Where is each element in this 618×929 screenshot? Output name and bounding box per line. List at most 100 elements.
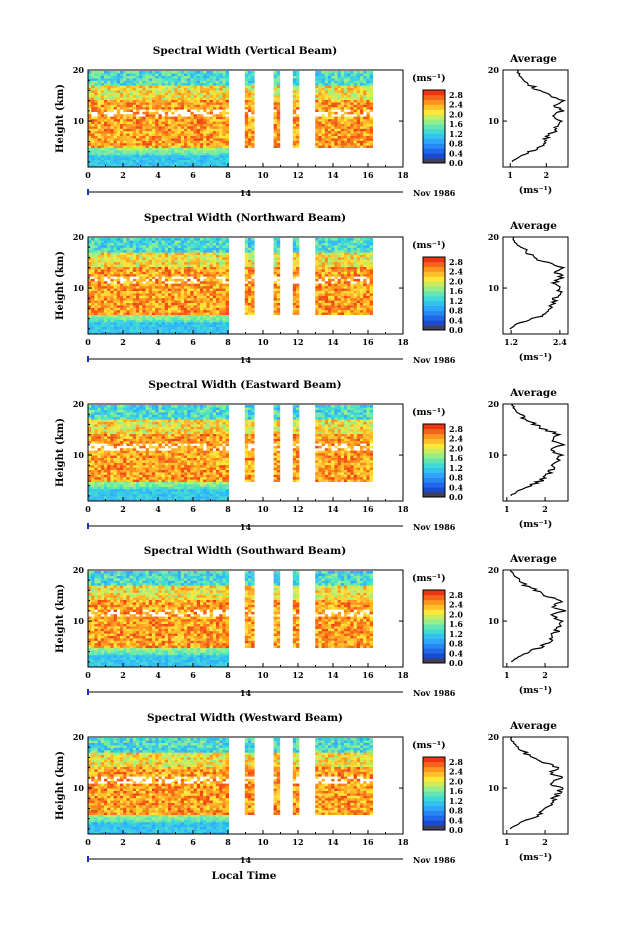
heatmap-cell [212,257,217,260]
heatmap-cell [347,276,351,279]
heatmap-cell [94,331,98,335]
heatmap-cell [321,283,325,287]
heatmap-cell [366,269,370,272]
heatmap-cell [209,293,213,296]
heatmap-cell [318,126,322,129]
heatmap-cell [353,126,357,129]
heatmap-cell [318,283,322,287]
heatmap-cell [222,305,226,308]
heatmap-cell [100,295,105,299]
heatmap-cell [107,252,111,255]
heatmap-cell [356,312,361,315]
heatmap-cell [152,250,156,253]
heatmap-cell [129,250,133,253]
heatmap-cell [353,274,357,277]
heatmap-cell [248,274,252,277]
heatmap-cell [248,135,252,139]
heatmap-cell [206,73,210,76]
heatmap-cell [331,126,335,129]
heatmap-cell [184,133,188,136]
heatmap-cell [91,164,95,168]
heatmap-cell [164,254,169,258]
heatmap-cell [123,276,127,279]
heatmap-cell [184,152,188,156]
heatmap-cell [104,85,108,88]
heatmap-cell [328,302,332,306]
heatmap-cell [94,310,98,313]
heatmap-cell [177,310,181,313]
heatmap-cell [94,281,98,284]
heatmap-cell [356,102,361,105]
heatmap-cell [190,329,194,332]
heatmap-cell [139,300,143,303]
heatmap-cell [206,283,210,287]
heatmap-cell [203,295,207,299]
heatmap-cell [94,73,98,76]
heatmap-cell [209,73,213,76]
heatmap-cell [158,114,162,117]
heatmap-cell [139,322,143,325]
heatmap-cell [113,164,117,168]
heatmap-cell [136,283,140,287]
colorbar-segment [423,143,445,149]
heatmap-cell [360,250,364,253]
heatmap-cell [155,87,159,91]
heatmap-cell [206,152,210,156]
heatmap-cell [123,97,127,100]
heatmap-cell [158,264,162,267]
heatmap-cell [216,128,220,132]
heatmap-cell [136,295,140,299]
heatmap-cell [276,92,281,96]
heatmap-cell [350,271,354,275]
heatmap-cell [132,238,137,241]
heatmap-cell [139,317,143,320]
heatmap-cell [152,240,156,243]
heatmap-cell [120,271,124,275]
heatmap-cell [315,242,319,246]
heatmap-cell [276,116,281,120]
heatmap-cell [184,147,188,151]
heatmap-cell [104,324,108,327]
heatmap-cell [222,331,226,335]
panel-1: Spectral Width (Vertical Beam)1020Height… [55,45,569,198]
heatmap-cell [222,119,226,122]
heatmap-cell [132,269,137,272]
heatmap-cell [161,250,165,253]
heatmap-cell [356,305,361,308]
heatmap-cell [123,266,127,270]
heatmap-cell [244,97,249,100]
heatmap-cell [200,317,204,320]
heatmap-cell [244,245,249,248]
heatmap-cell [318,259,322,263]
heatmap-cell [136,329,140,332]
heatmap-cell [107,300,111,303]
heatmap-cell [116,102,121,105]
heatmap-cell [123,300,127,303]
heatmap-cell [113,119,117,122]
heatmap-cell [251,312,255,315]
heatmap-cell [174,247,178,251]
heatmap-cell [353,288,357,291]
heatmap-cell [180,300,185,303]
heatmap-cell [248,128,252,132]
heatmap-cell [177,278,181,282]
heatmap-cell [225,92,229,96]
heatmap-cell [129,252,133,255]
heatmap-cell [328,104,332,108]
heatmap-cell [315,90,319,93]
heatmap-cell [94,99,98,103]
heatmap-cell [94,138,98,141]
heatmap-cell [356,75,361,79]
heatmap-cell [110,269,114,272]
heatmap-cell [168,131,172,134]
heatmap-cell [145,162,149,165]
heatmap-cell [110,73,114,76]
heatmap-cell [164,298,169,301]
heatmap-cell [206,75,210,79]
heatmap-cell [206,95,210,98]
heatmap-cell [129,319,133,323]
profile-x-tick-label: 1 [507,170,513,180]
heatmap-cell [184,281,188,284]
heatmap-cell [104,114,108,117]
heatmap-cell [328,85,332,88]
